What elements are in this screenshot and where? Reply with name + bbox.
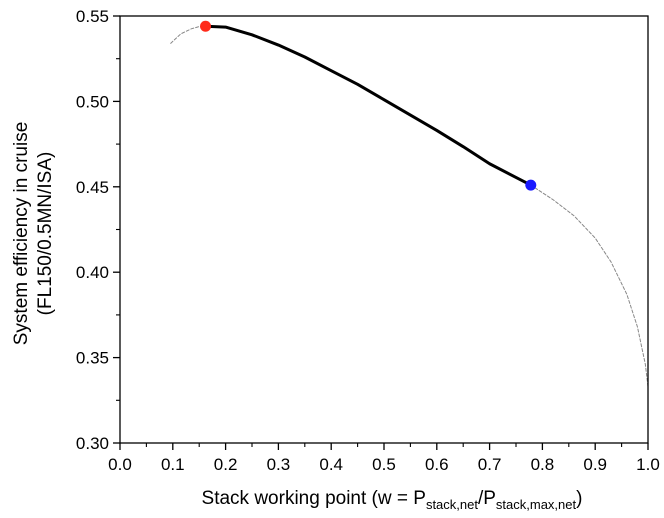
y-tick-label: 0.55 — [76, 7, 109, 26]
x-tick-label: 0.3 — [267, 455, 291, 474]
x-tick-label: 0.8 — [531, 455, 555, 474]
plot-area — [170, 20, 649, 388]
x-axis-title: Stack working point (w = Pstack,net/Psta… — [202, 488, 583, 512]
x-tick-label: 0.0 — [108, 455, 132, 474]
x-tick-label: 0.5 — [372, 455, 396, 474]
x-axis-title-subscript: stack,net — [426, 497, 478, 512]
y-axis-title: System efficiency in cruise (FL150/0.5MN/… — [11, 122, 56, 346]
y-tick-label: 0.50 — [76, 92, 109, 111]
x-tick-label: 0.9 — [583, 455, 607, 474]
x-tick-label: 1.0 — [636, 455, 660, 474]
x-axis-title-subscript: stack,max,net — [496, 497, 577, 512]
series-line-1-dashed — [170, 25, 207, 44]
y-tick-label: 0.45 — [76, 178, 109, 197]
marker-point-2 — [525, 179, 537, 191]
x-axis-title-text: ) — [576, 488, 582, 509]
axis-labels: Stack working point (w = Pstack,net/Psta… — [11, 122, 582, 512]
y-axis-title-line-1: System efficiency in cruise — [11, 122, 32, 346]
x-axis-title-text: Stack working point (w = P — [202, 488, 426, 509]
x-tick-label: 0.4 — [319, 455, 343, 474]
x-axis-title-text: /P — [478, 488, 496, 509]
axes: 0.0 0.1 0.2 0.3 0.4 0.5 0.6 0.7 0.8 0.9 1.0 0.30 0.3… — [76, 7, 660, 474]
y-tick-label: 0.40 — [76, 263, 109, 282]
y-tick-label: 0.35 — [76, 349, 109, 368]
plot-frame — [119, 15, 649, 444]
series-line-2-solid — [204, 24, 533, 187]
y-axis-title-line-2: (FL150/0.5MN/ISA) — [35, 152, 56, 316]
x-tick-label: 0.2 — [214, 455, 238, 474]
x-tick-label: 0.7 — [478, 455, 502, 474]
x-tick-label: 0.1 — [161, 455, 185, 474]
series-line-3-dashed — [530, 184, 649, 388]
marker-point-1 — [200, 20, 212, 32]
y-tick-label: 0.30 — [76, 434, 109, 453]
x-tick-label: 0.6 — [425, 455, 449, 474]
